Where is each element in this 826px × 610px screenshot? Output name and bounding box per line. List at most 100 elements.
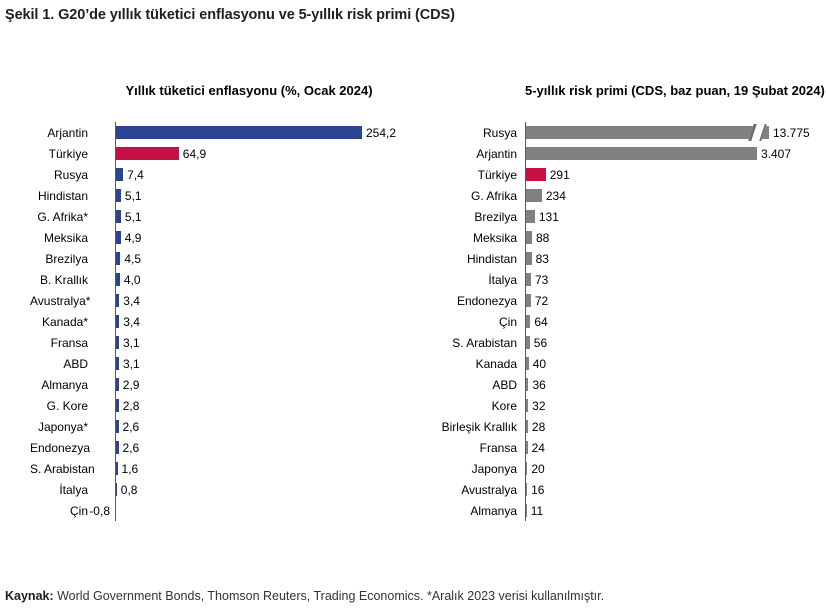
category-label: Meksika (43, 230, 88, 245)
bar (526, 462, 528, 475)
source-label: Kaynak: (5, 589, 54, 603)
chart-row: ABD 3,1 (30, 353, 400, 374)
category-label: Arjantin (47, 125, 88, 140)
category-label: Endonezya (30, 440, 91, 455)
value-label: 83 (535, 251, 549, 266)
category-label: Kanada (475, 356, 517, 371)
plot-area: 83 (525, 248, 818, 269)
bar (526, 252, 532, 265)
bar (526, 147, 757, 160)
plot-area: 72 (525, 290, 818, 311)
chart-row: G. Kore 2,8 (30, 395, 400, 416)
category-label: Kore (491, 398, 517, 413)
bar (526, 504, 527, 517)
value-label: 64,9 (182, 146, 207, 161)
bar (116, 483, 117, 496)
plot-area: 5,1 (115, 206, 400, 227)
plot-area: 56 (525, 332, 818, 353)
category-label: Türkiye (48, 146, 88, 161)
plot-area: 4,0 (115, 269, 400, 290)
bar (526, 210, 535, 223)
value-label: 3,4 (123, 293, 140, 308)
value-label: -0,8 (89, 503, 110, 518)
value-label: 13.775 (773, 125, 810, 140)
category-label: Meksika (472, 230, 517, 245)
inflation-chart-plot: Arjantin 254,2 Türkiye 64,9 Rusya 7,4 Hindista… (30, 122, 400, 521)
chart-row: Japonya* 2,6 (30, 416, 400, 437)
value-label: 1,6 (121, 461, 139, 476)
value-label: 7,4 (127, 167, 144, 182)
category-label: ABD (492, 377, 517, 392)
chart-row: G. Afrika* 5,1 (30, 206, 400, 227)
chart-row: B. Krallık 4,0 (30, 269, 400, 290)
value-label: 4,5 (124, 251, 142, 266)
chart-row: Fransa 3,1 (30, 332, 400, 353)
plot-area: 13.775 (525, 122, 818, 143)
plot-area: 3,4 (115, 311, 400, 332)
value-label: 4,0 (123, 272, 141, 287)
plot-area: 11 (525, 500, 818, 521)
chart-row: G. Afrika 234 (440, 185, 818, 206)
plot-area: 4,5 (115, 248, 400, 269)
category-label: Avustralya (461, 482, 517, 497)
chart-row: Çin -0,8 (30, 500, 400, 521)
category-label: Türkiye (477, 167, 517, 182)
value-label: 73 (534, 272, 549, 287)
value-label: 2,8 (122, 398, 140, 413)
value-label: 2,6 (122, 440, 140, 455)
chart-row: Çin 64 (440, 311, 818, 332)
value-label: 16 (531, 482, 545, 497)
plot-area: 2,6 (115, 437, 400, 458)
value-label: 3,1 (123, 335, 140, 350)
plot-area: 2,6 (115, 416, 400, 437)
bar (116, 294, 120, 307)
bar (116, 126, 362, 139)
category-label: ABD (63, 356, 88, 371)
chart-row: İtalya 0,8 (30, 479, 400, 500)
plot-area: 234 (525, 185, 818, 206)
chart-row: Endonezya 2,6 (30, 437, 400, 458)
category-label: Rusya (53, 167, 88, 182)
category-label: Arjantin (476, 146, 517, 161)
chart-row: S. Arabistan 56 (440, 332, 818, 353)
bar (116, 168, 124, 181)
chart-row: Birleşik Krallık 28 (440, 416, 818, 437)
plot-area: 24 (525, 437, 818, 458)
value-label: 291 (549, 167, 570, 182)
inflation-chart: Yıllık tüketici enflasyonu (%, Ocak 2024… (30, 83, 400, 521)
bar (526, 378, 529, 391)
chart-row: Brezilya 4,5 (30, 248, 400, 269)
bar (116, 462, 118, 475)
value-label: 131 (538, 209, 559, 224)
page-title: Şekil 1. G20’de yıllık tüketici enflasyo… (5, 7, 455, 23)
chart-row: Arjantin 254,2 (30, 122, 400, 143)
plot-area: 64 (525, 311, 818, 332)
value-label: 28 (531, 419, 546, 434)
plot-area: 20 (525, 458, 818, 479)
bar (526, 124, 769, 141)
chart-row: ABD 36 (440, 374, 818, 395)
value-label: 4,9 (124, 230, 142, 245)
category-label: G. Kore (46, 398, 88, 413)
value-label: 24 (531, 440, 545, 455)
value-label: 0,8 (120, 482, 138, 497)
category-label: İtalya (488, 272, 517, 287)
bar (116, 357, 119, 370)
chart-row: Türkiye 64,9 (30, 143, 400, 164)
chart-row: Arjantin 3.407 (440, 143, 818, 164)
plot-area: 4,9 (115, 227, 400, 248)
plot-area: 28 (525, 416, 818, 437)
bar (116, 189, 121, 202)
cds-chart-title: 5-yıllık risk primi (CDS, baz puan, 19 Ş… (525, 83, 825, 98)
bar (526, 189, 542, 202)
chart-row: İtalya 73 (440, 269, 818, 290)
bar (526, 231, 532, 244)
plot-area: 3,4 (115, 290, 400, 311)
plot-area: 3.407 (525, 143, 818, 164)
bar (116, 399, 119, 412)
plot-area: 3,1 (115, 353, 400, 374)
category-label: Almanya (41, 377, 88, 392)
bar (116, 147, 179, 160)
value-label: 36 (532, 377, 546, 392)
value-label: 40 (532, 356, 547, 371)
